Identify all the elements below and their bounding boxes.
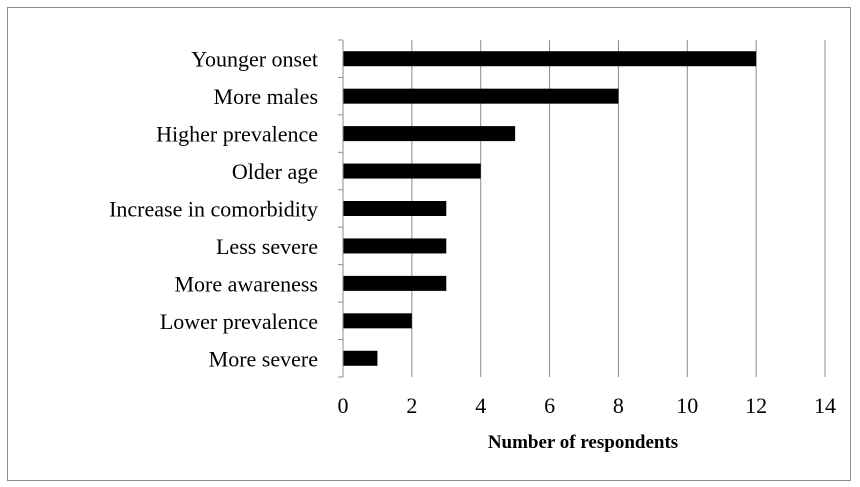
category-label: More severe xyxy=(209,346,318,371)
x-axis-title: Number of respondents xyxy=(488,432,678,453)
bar xyxy=(343,238,447,254)
bar xyxy=(343,126,516,142)
category-label: Lower prevalence xyxy=(160,309,318,334)
bar xyxy=(343,350,378,366)
x-tick-label: 4 xyxy=(475,393,486,418)
bar xyxy=(343,313,412,329)
bar xyxy=(343,275,447,291)
x-tick-label: 2 xyxy=(406,393,417,418)
x-tick-labels: 0 2 4 6 8 10 12 14 xyxy=(338,393,837,418)
bar xyxy=(343,163,481,179)
bars xyxy=(343,51,757,366)
category-label: Older age xyxy=(232,159,318,184)
x-tick-label: 10 xyxy=(676,393,698,418)
category-label: Less severe xyxy=(216,234,318,259)
x-tick-label: 6 xyxy=(544,393,555,418)
x-tick-label: 12 xyxy=(745,393,767,418)
x-tick-label: 14 xyxy=(814,393,836,418)
category-label: Higher prevalence xyxy=(156,122,318,147)
category-label: More awareness xyxy=(174,271,318,296)
bar xyxy=(343,201,447,216)
bar xyxy=(343,51,757,67)
category-label: More males xyxy=(214,84,318,109)
category-label: Younger onset xyxy=(191,47,318,72)
x-tick-label: 8 xyxy=(613,393,624,418)
category-labels: Younger onset More males Higher prevalence… xyxy=(109,47,318,372)
category-label: Increase in comorbidity xyxy=(109,197,318,222)
x-tick-label: 0 xyxy=(338,393,349,418)
axes xyxy=(338,39,344,378)
bar xyxy=(343,88,619,104)
